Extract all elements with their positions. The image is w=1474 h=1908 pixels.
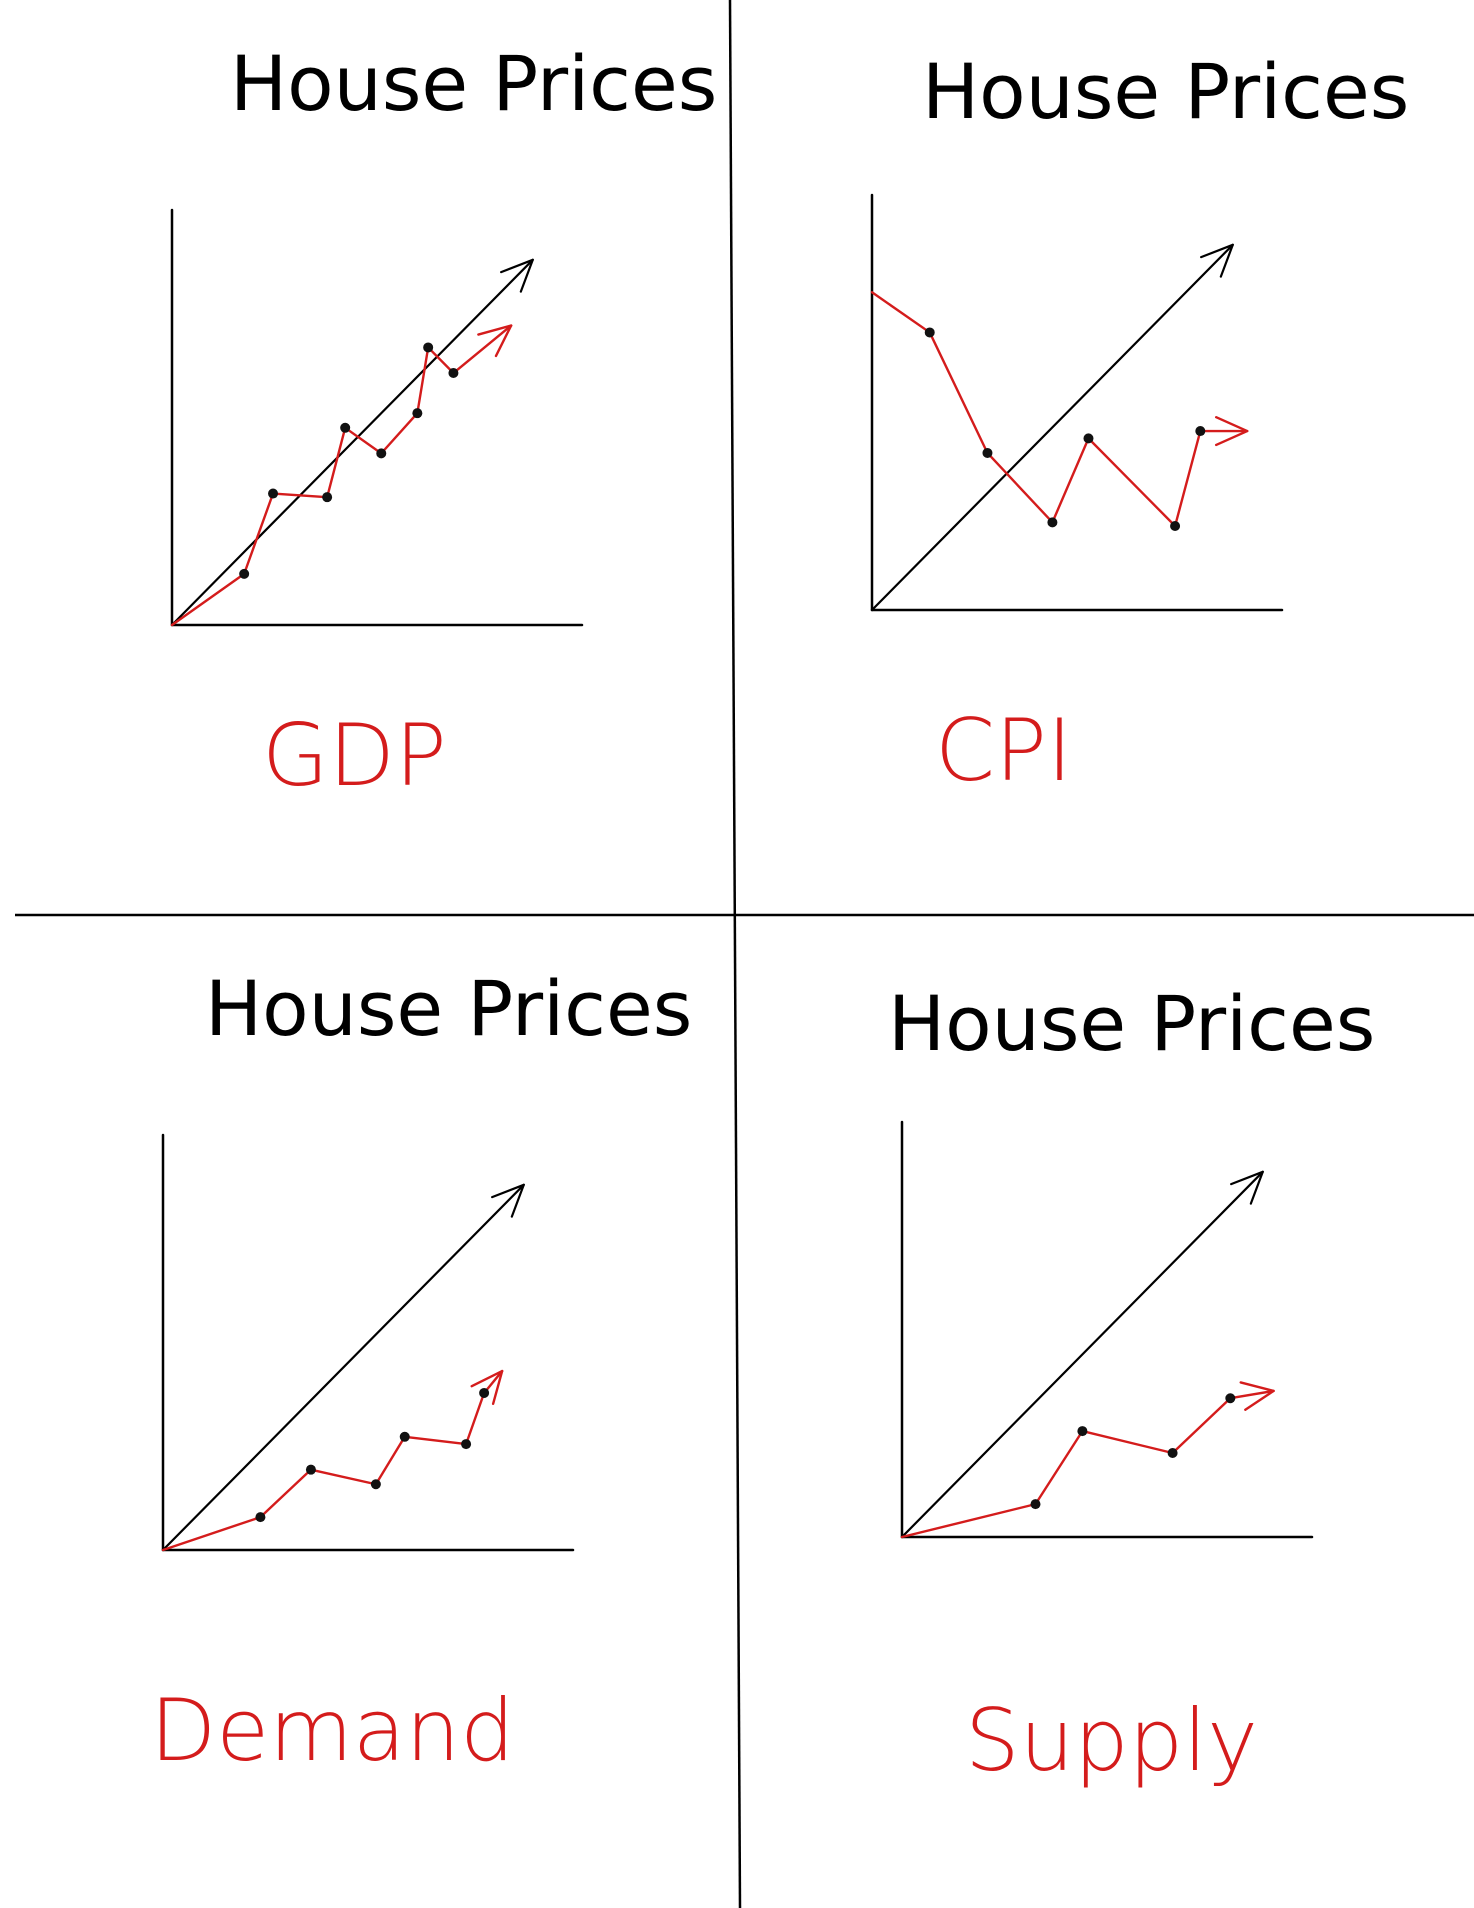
data-point	[255, 1512, 266, 1523]
chart-panel-2: House Prices CPI	[870, 47, 1409, 801]
data-point	[1225, 1393, 1236, 1404]
red-series-line	[170, 324, 513, 627]
data-point	[376, 448, 387, 459]
data-point	[924, 327, 935, 338]
red-series-line	[900, 1389, 1275, 1539]
red-series-arrowhead	[1239, 1381, 1275, 1411]
chart-title: House Prices	[888, 979, 1375, 1068]
data-point	[1047, 517, 1058, 528]
red-series-arrowhead	[1214, 415, 1249, 447]
data-point	[1030, 1499, 1041, 1510]
data-point	[423, 342, 434, 353]
red-series-arrowhead	[477, 324, 513, 358]
black-trend-line	[870, 243, 1234, 612]
red-series-arrowhead	[470, 1369, 504, 1406]
black-trend-arrowhead	[491, 1183, 525, 1218]
chart-title: House Prices	[205, 964, 692, 1053]
x-axis-label: CPI	[935, 701, 1072, 801]
black-trend-line	[900, 1170, 1264, 1539]
x-axis-label: GDP	[262, 706, 447, 806]
data-point	[1077, 1426, 1088, 1437]
data-point	[461, 1439, 472, 1450]
data-point	[412, 408, 423, 419]
data-point	[268, 488, 279, 499]
data-point	[322, 492, 333, 503]
x-axis-label: Demand	[150, 1681, 515, 1781]
black-trend-line	[161, 1183, 525, 1552]
black-trend-line	[170, 258, 534, 627]
x-axis-label: Supply	[965, 1691, 1258, 1791]
data-point	[305, 1464, 316, 1475]
chart-title: House Prices	[230, 39, 717, 128]
red-series-line	[870, 291, 1249, 528]
black-trend-arrowhead	[500, 258, 534, 293]
data-point	[370, 1479, 381, 1490]
data-point	[479, 1387, 490, 1398]
black-trend-arrowhead	[1230, 1170, 1264, 1205]
data-point	[1083, 433, 1094, 444]
red-series-line	[161, 1369, 504, 1552]
black-trend-arrowhead	[1200, 243, 1234, 278]
chart-panel-1: House Prices GDP	[170, 39, 717, 806]
data-point	[399, 1431, 410, 1442]
data-point	[982, 447, 993, 458]
data-point	[1167, 1448, 1178, 1459]
data-point	[1195, 426, 1206, 437]
data-point	[340, 422, 351, 433]
chart-panel-3: House Prices Demand	[150, 964, 692, 1781]
vertical-divider	[728, 0, 742, 1908]
data-point	[448, 368, 459, 379]
chart-panel-4: House Prices Supply	[888, 979, 1375, 1791]
data-point	[239, 568, 250, 579]
chart-title: House Prices	[922, 47, 1409, 136]
data-point	[1170, 521, 1181, 532]
